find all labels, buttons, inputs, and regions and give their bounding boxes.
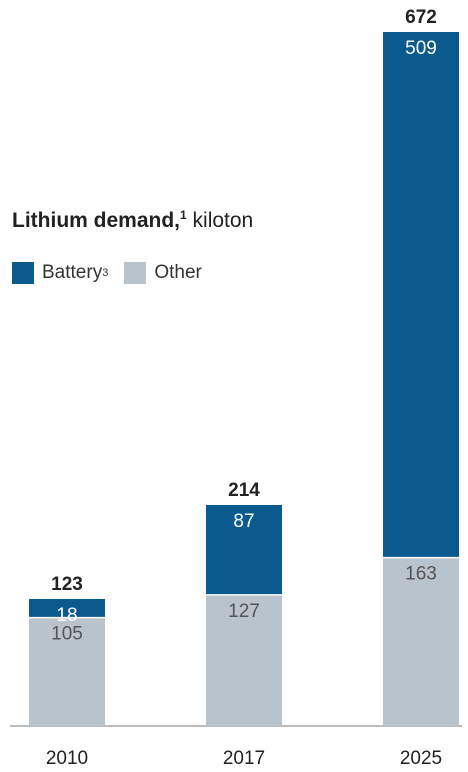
data-label-other-2025: 163 [405,564,437,585]
legend-footnote-battery: 3 [102,267,109,279]
chart-title: Lithium demand,1 kiloton [12,208,253,233]
bar-other-2017 [206,594,282,726]
data-label-other-2017: 127 [228,601,260,622]
x-tick-label-2025: 2025 [400,748,442,769]
bar-other-2025 [383,557,459,726]
data-label-battery-2025: 509 [405,38,437,59]
data-label-battery-2010: 18 [56,605,77,626]
legend-item-battery: Battery 3 [12,262,108,284]
legend-item-other: Other [124,262,202,284]
data-label-battery-2017: 87 [233,511,254,532]
legend: Battery 3 Other [12,262,218,284]
data-label-other-2010: 105 [51,624,83,645]
legend-label-other: Other [154,262,202,283]
legend-swatch-battery [12,262,34,284]
total-label-2025: 672 [405,7,437,28]
x-tick-label-2010: 2010 [46,748,88,769]
total-label-2010: 123 [51,574,83,595]
x-tick-label-2017: 2017 [223,748,265,769]
bar-battery-2010 [29,598,105,618]
legend-label-battery: Battery [42,262,103,283]
bar-other-2010 [29,617,105,726]
chart-title-unit: kiloton [192,209,254,232]
bar-battery-2017 [206,504,282,595]
legend-swatch-other [124,262,147,284]
chart-title-footnote: 1 [180,208,187,222]
chart-title-main: Lithium demand, [12,209,180,232]
bar-battery-2025 [383,32,459,558]
total-label-2017: 214 [228,480,260,501]
